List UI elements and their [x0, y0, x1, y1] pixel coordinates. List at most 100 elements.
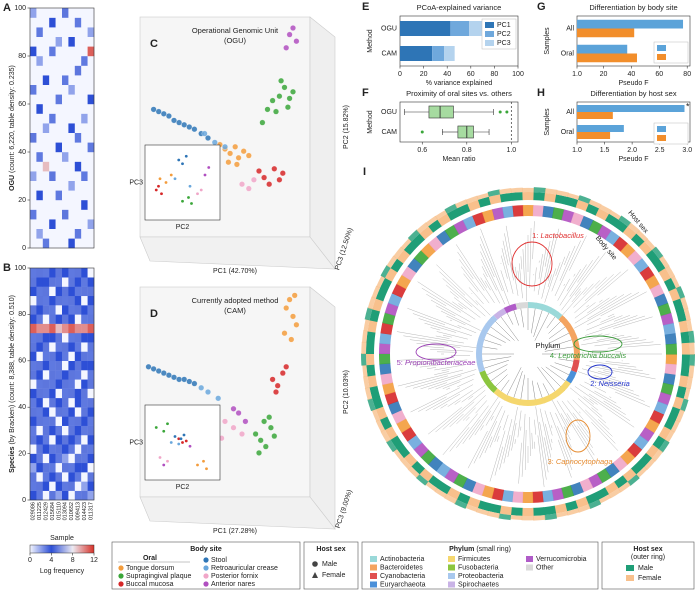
tree-branch [600, 315, 616, 323]
heatmap-cell [55, 171, 63, 181]
host-sex-ring [456, 203, 471, 216]
tree-branch [417, 281, 476, 320]
point [262, 443, 269, 450]
y-axis-label: Samples [544, 27, 551, 55]
heatmap-cell [68, 268, 75, 278]
inset-point [154, 426, 158, 429]
tree-branch [571, 291, 582, 303]
legend-marker [312, 572, 318, 578]
tree-branch [584, 381, 607, 393]
heatmap-cell [87, 323, 95, 334]
host-sex-bar [578, 195, 592, 205]
host-sex-ring [676, 309, 687, 323]
heatmap-cell [55, 132, 63, 143]
host-sex-ring [367, 319, 378, 333]
side-wall [309, 286, 336, 530]
host-sex-bar [683, 308, 691, 321]
bar [577, 112, 613, 119]
tree-branch [433, 393, 460, 410]
heatmap-cell [68, 323, 75, 334]
heatmap-cell [36, 351, 43, 361]
host-sex-bar [375, 419, 385, 433]
heatmap-cell [36, 228, 43, 239]
body-site-ring [462, 215, 477, 230]
tree-branch [430, 299, 471, 323]
z-axis-label: PC3 (9.00%) [335, 489, 354, 529]
point [235, 410, 242, 416]
heatmap-cell [68, 123, 75, 133]
heatmap-cell [87, 435, 95, 445]
tree-branch [446, 284, 473, 308]
body-site-ring [384, 302, 399, 316]
tree-branch [593, 375, 628, 387]
point [252, 431, 259, 437]
heatmap-cell [62, 453, 69, 464]
heatmap-cell [81, 462, 88, 473]
heatmap-cell [87, 228, 95, 239]
heatmap-cell [74, 305, 82, 315]
floor [139, 236, 336, 270]
z-axis-label: PC3 (12.50%) [334, 227, 354, 271]
legend-label: Male [638, 565, 653, 572]
inset-point [169, 441, 173, 444]
y-axis-label-text: (count: 6,220, table density: 0.235) [9, 65, 16, 173]
clade-outline [565, 419, 591, 453]
sample-label: 029086 [31, 502, 37, 520]
heatmap-cell [36, 123, 43, 133]
heatmap-cell [42, 295, 50, 306]
y-tick-label: CAM [381, 50, 397, 57]
host-sex-ring [366, 364, 376, 377]
heatmap-cell [81, 209, 88, 220]
tree-branch [412, 369, 477, 389]
chart-title: (OGU) [224, 36, 247, 45]
heatmap-cell [42, 94, 50, 105]
point [222, 143, 228, 150]
heatmap-border [29, 267, 95, 501]
legend-marker [312, 561, 318, 567]
panel-letter: E [362, 1, 369, 13]
body-site-ring [542, 205, 555, 219]
host-sex-ring [411, 233, 426, 248]
inset-point [187, 196, 190, 199]
tree-branch [547, 274, 552, 287]
heatmap-cell [55, 180, 63, 191]
tree-branch [458, 303, 467, 310]
inset-point [179, 437, 183, 441]
tree-branch [421, 287, 461, 313]
point [281, 330, 288, 337]
heatmap-cell [87, 113, 95, 124]
tree-branch [533, 267, 537, 292]
phylum-ring [503, 303, 517, 314]
heatmap-cell [36, 444, 43, 454]
heatmap-cell [74, 161, 82, 172]
heatmap-cell [42, 360, 50, 371]
point [181, 376, 188, 383]
host-sex-bar [510, 187, 523, 193]
tree-branch [474, 410, 491, 436]
point [239, 431, 245, 437]
host-sex-bar [688, 365, 695, 378]
host-sex-ring [658, 426, 672, 441]
inset-x-label: PC2 [176, 224, 190, 231]
tree-branch [598, 419, 610, 430]
heatmap-cell [68, 27, 75, 37]
heatmap-cell [42, 397, 50, 408]
heatmap-cell [62, 305, 69, 315]
heatmap-cell [30, 46, 37, 57]
body-site-ring [512, 205, 524, 217]
host-sex-bar [364, 307, 373, 321]
heatmap-cell [68, 152, 75, 162]
host-sex-bar [609, 210, 622, 221]
heatmap-cell [55, 388, 63, 399]
heatmap-cell [62, 314, 69, 324]
tree-branch [604, 382, 640, 397]
tree-branch [561, 400, 592, 441]
inset-point [164, 181, 168, 184]
tree-branch [480, 251, 505, 305]
chart-title: Differentiation by host sex [590, 89, 676, 98]
side-wall [309, 16, 336, 270]
heatmap-cell [55, 481, 63, 491]
heatmap-cell [30, 481, 37, 491]
heatmap-cell [87, 314, 95, 324]
heatmap-cell [55, 332, 63, 343]
